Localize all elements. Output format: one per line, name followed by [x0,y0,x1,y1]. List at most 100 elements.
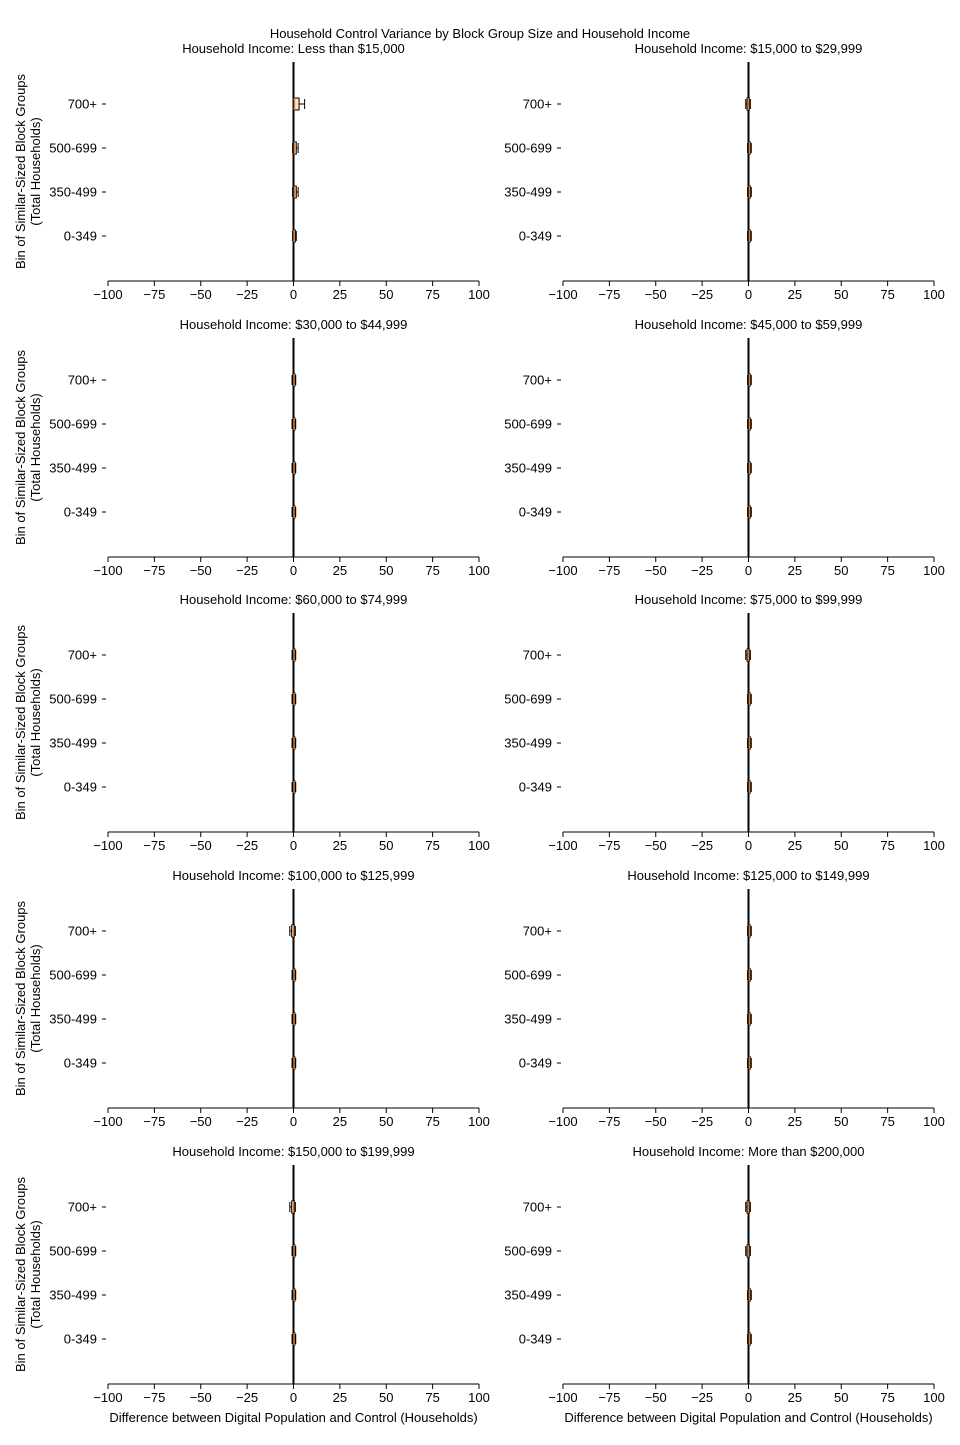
x-tick-label: 0 [290,1390,297,1405]
x-tick-label: −25 [691,1390,713,1405]
panel-6: Household Income: $75,000 to $99,999 −100… [504,592,945,853]
x-tick-label: 50 [834,1390,848,1405]
y-axis-label-line: (Total Households) [28,1220,43,1328]
y-axis-label: Bin of Similar-Sized Block Groups(Total … [13,624,43,820]
panel-10: Household Income: More than $200,000 −100… [504,1144,945,1425]
y-axis-label: Bin of Similar-Sized Block Groups(Total … [13,1176,43,1372]
box-500-699 [747,141,752,155]
x-tick-label: 25 [788,563,802,578]
y-tick-label: 0-349 [519,1056,552,1071]
x-tick-label: −100 [93,1390,122,1405]
y-tick-label: 500-699 [504,968,552,983]
y-tick-label: 0-349 [64,1056,97,1071]
y-tick-label: 0-349 [519,780,552,795]
y-tick-label: 500-699 [504,692,552,707]
x-tick-label: −50 [645,1114,667,1129]
panel-2: Household Income: $15,000 to $29,999 −100… [504,41,945,302]
y-tick-label: 700+ [523,924,552,939]
box-0-349 [747,1056,752,1070]
x-tick-label: 75 [880,1114,894,1129]
panel-9: Household Income: $150,000 to $199,999 −1… [13,1144,490,1425]
x-tick-label: 50 [379,1390,393,1405]
y-tick-label: 700+ [68,97,97,112]
y-tick-label: 0-349 [519,505,552,520]
x-tick-label: −25 [691,838,713,853]
y-tick-label: 0-349 [64,1332,97,1347]
x-tick-label: 25 [333,287,347,302]
y-tick-label: 500-699 [49,417,97,432]
box-700+ [747,373,752,387]
x-tick-label: 50 [379,563,393,578]
y-tick-label: 700+ [523,97,552,112]
panel-3: Household Income: $30,000 to $44,999 −100… [13,317,490,578]
box-350-499 [291,1012,297,1026]
panel-grid: Household Income: Less than $15,000 −100 −… [13,41,945,1425]
x-tick-label: −75 [143,563,165,578]
box-0-349 [747,780,752,794]
panel-title: Household Income: $60,000 to $74,999 [180,592,408,607]
x-axis-label: Difference between Digital Population an… [564,1410,932,1425]
x-tick-label: 25 [788,287,802,302]
box-350-499 [291,1288,297,1302]
x-tick-label: 75 [425,1114,439,1129]
y-tick-label: 500-699 [49,141,97,156]
x-tick-label: −50 [190,287,212,302]
y-tick-label: 350-499 [504,461,552,476]
panel-title: Household Income: $15,000 to $29,999 [635,41,863,56]
box-0-349 [291,505,297,519]
box-700+ [747,924,752,938]
y-tick-label: 500-699 [504,417,552,432]
y-tick-label: 700+ [68,924,97,939]
x-tick-label: −25 [236,563,258,578]
x-tick-label: 100 [468,1114,490,1129]
x-axis-label: Difference between Digital Population an… [109,1410,477,1425]
y-axis-label: Bin of Similar-Sized Block Groups(Total … [13,900,43,1096]
box-500-699 [291,1244,297,1258]
y-tick-label: 500-699 [49,1244,97,1259]
x-tick-label: −75 [143,287,165,302]
x-tick-label: −100 [548,1390,577,1405]
x-tick-label: 25 [333,1114,347,1129]
x-tick-label: 25 [333,563,347,578]
x-tick-label: −100 [548,838,577,853]
x-tick-label: −75 [598,287,620,302]
x-tick-label: −50 [645,287,667,302]
box-iqr [293,97,300,111]
x-tick-label: −75 [143,1390,165,1405]
box-350-499 [747,1012,752,1026]
y-tick-label: 350-499 [49,185,97,200]
x-tick-label: 50 [834,287,848,302]
box-0-349 [747,1332,752,1346]
x-tick-label: 0 [290,838,297,853]
x-tick-label: −25 [236,838,258,853]
x-tick-label: 75 [425,1390,439,1405]
box-500-699 [747,692,752,706]
x-tick-label: 100 [923,287,945,302]
box-500-699 [745,1244,751,1258]
y-axis-label-line: Bin of Similar-Sized Block Groups [13,624,28,820]
x-tick-label: −75 [598,563,620,578]
y-tick-label: 700+ [68,1200,97,1215]
x-tick-label: −75 [143,1114,165,1129]
y-tick-label: 700+ [523,648,552,663]
y-axis-label-line: Bin of Similar-Sized Block Groups [13,1176,28,1372]
box-0-349 [291,780,297,794]
x-tick-label: 25 [788,838,802,853]
y-tick-label: 350-499 [49,736,97,751]
x-tick-label: 25 [788,1114,802,1129]
x-tick-label: −25 [691,287,713,302]
x-tick-label: 100 [468,1390,490,1405]
x-tick-label: 25 [333,838,347,853]
y-tick-label: 500-699 [49,692,97,707]
y-tick-label: 0-349 [64,780,97,795]
y-tick-label: 0-349 [519,229,552,244]
box-700+ [745,97,751,111]
box-350-499 [292,185,299,199]
x-tick-label: 100 [923,1114,945,1129]
box-0-349 [747,229,752,243]
panel-title: Household Income: $100,000 to $125,999 [172,868,414,883]
y-tick-label: 350-499 [49,461,97,476]
x-tick-label: −100 [93,563,122,578]
x-tick-label: −100 [93,1114,122,1129]
